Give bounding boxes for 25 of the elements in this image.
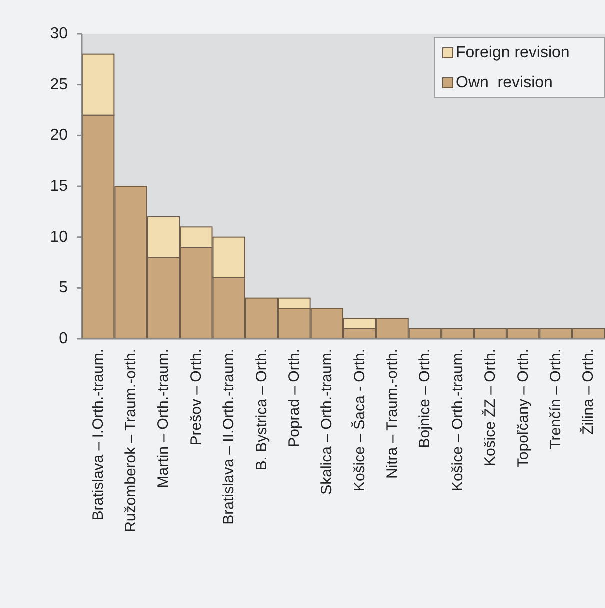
x-tick-label: Bojnice – Orth. (416, 349, 434, 448)
x-tick-label: Martin – Orth.-traum. (155, 349, 172, 488)
legend-label: Own revision (456, 74, 553, 92)
y-tick-label: 5 (59, 280, 68, 297)
y-tick-label: 25 (50, 76, 68, 94)
x-tick-label: Žilina – Orth. (579, 349, 598, 435)
y-tick-label: 20 (50, 127, 68, 144)
x-tick-label: Košice ŽZ – Orth. (481, 349, 500, 467)
x-tick-label: B. Bystrica – Orth. (253, 349, 270, 471)
x-tick-label: Bratislava – II.Orth.-traum. (220, 349, 238, 525)
x-tick-label: Košice – Šaca - Orth. (350, 349, 368, 492)
y-tick-label: 0 (59, 330, 68, 348)
y-tick-label: 15 (50, 178, 68, 195)
x-tick-label: Košice – Orth.-traum. (449, 349, 466, 492)
x-tick-label: Trenčín – Orth. (547, 349, 564, 450)
y-tick-label: 30 (50, 26, 68, 42)
y-tick-label: 10 (50, 228, 68, 246)
x-tick-label: Poprad – Orth. (286, 349, 303, 448)
x-tick-label: Bratislava – I.Orth.-traum. (90, 349, 107, 521)
legend-label: Foreign revision (456, 44, 570, 62)
x-tick-label: Nitra – Traum.-orth. (384, 349, 402, 480)
x-tick-label: Topoľčany – Orth. (514, 349, 532, 468)
x-tick-label: Prešov – Orth. (188, 349, 205, 446)
x-tick-label: Ružomberok – Traum.-orth. (122, 349, 140, 532)
x-tick-label: Skalica – Orth.-traum. (318, 349, 336, 495)
